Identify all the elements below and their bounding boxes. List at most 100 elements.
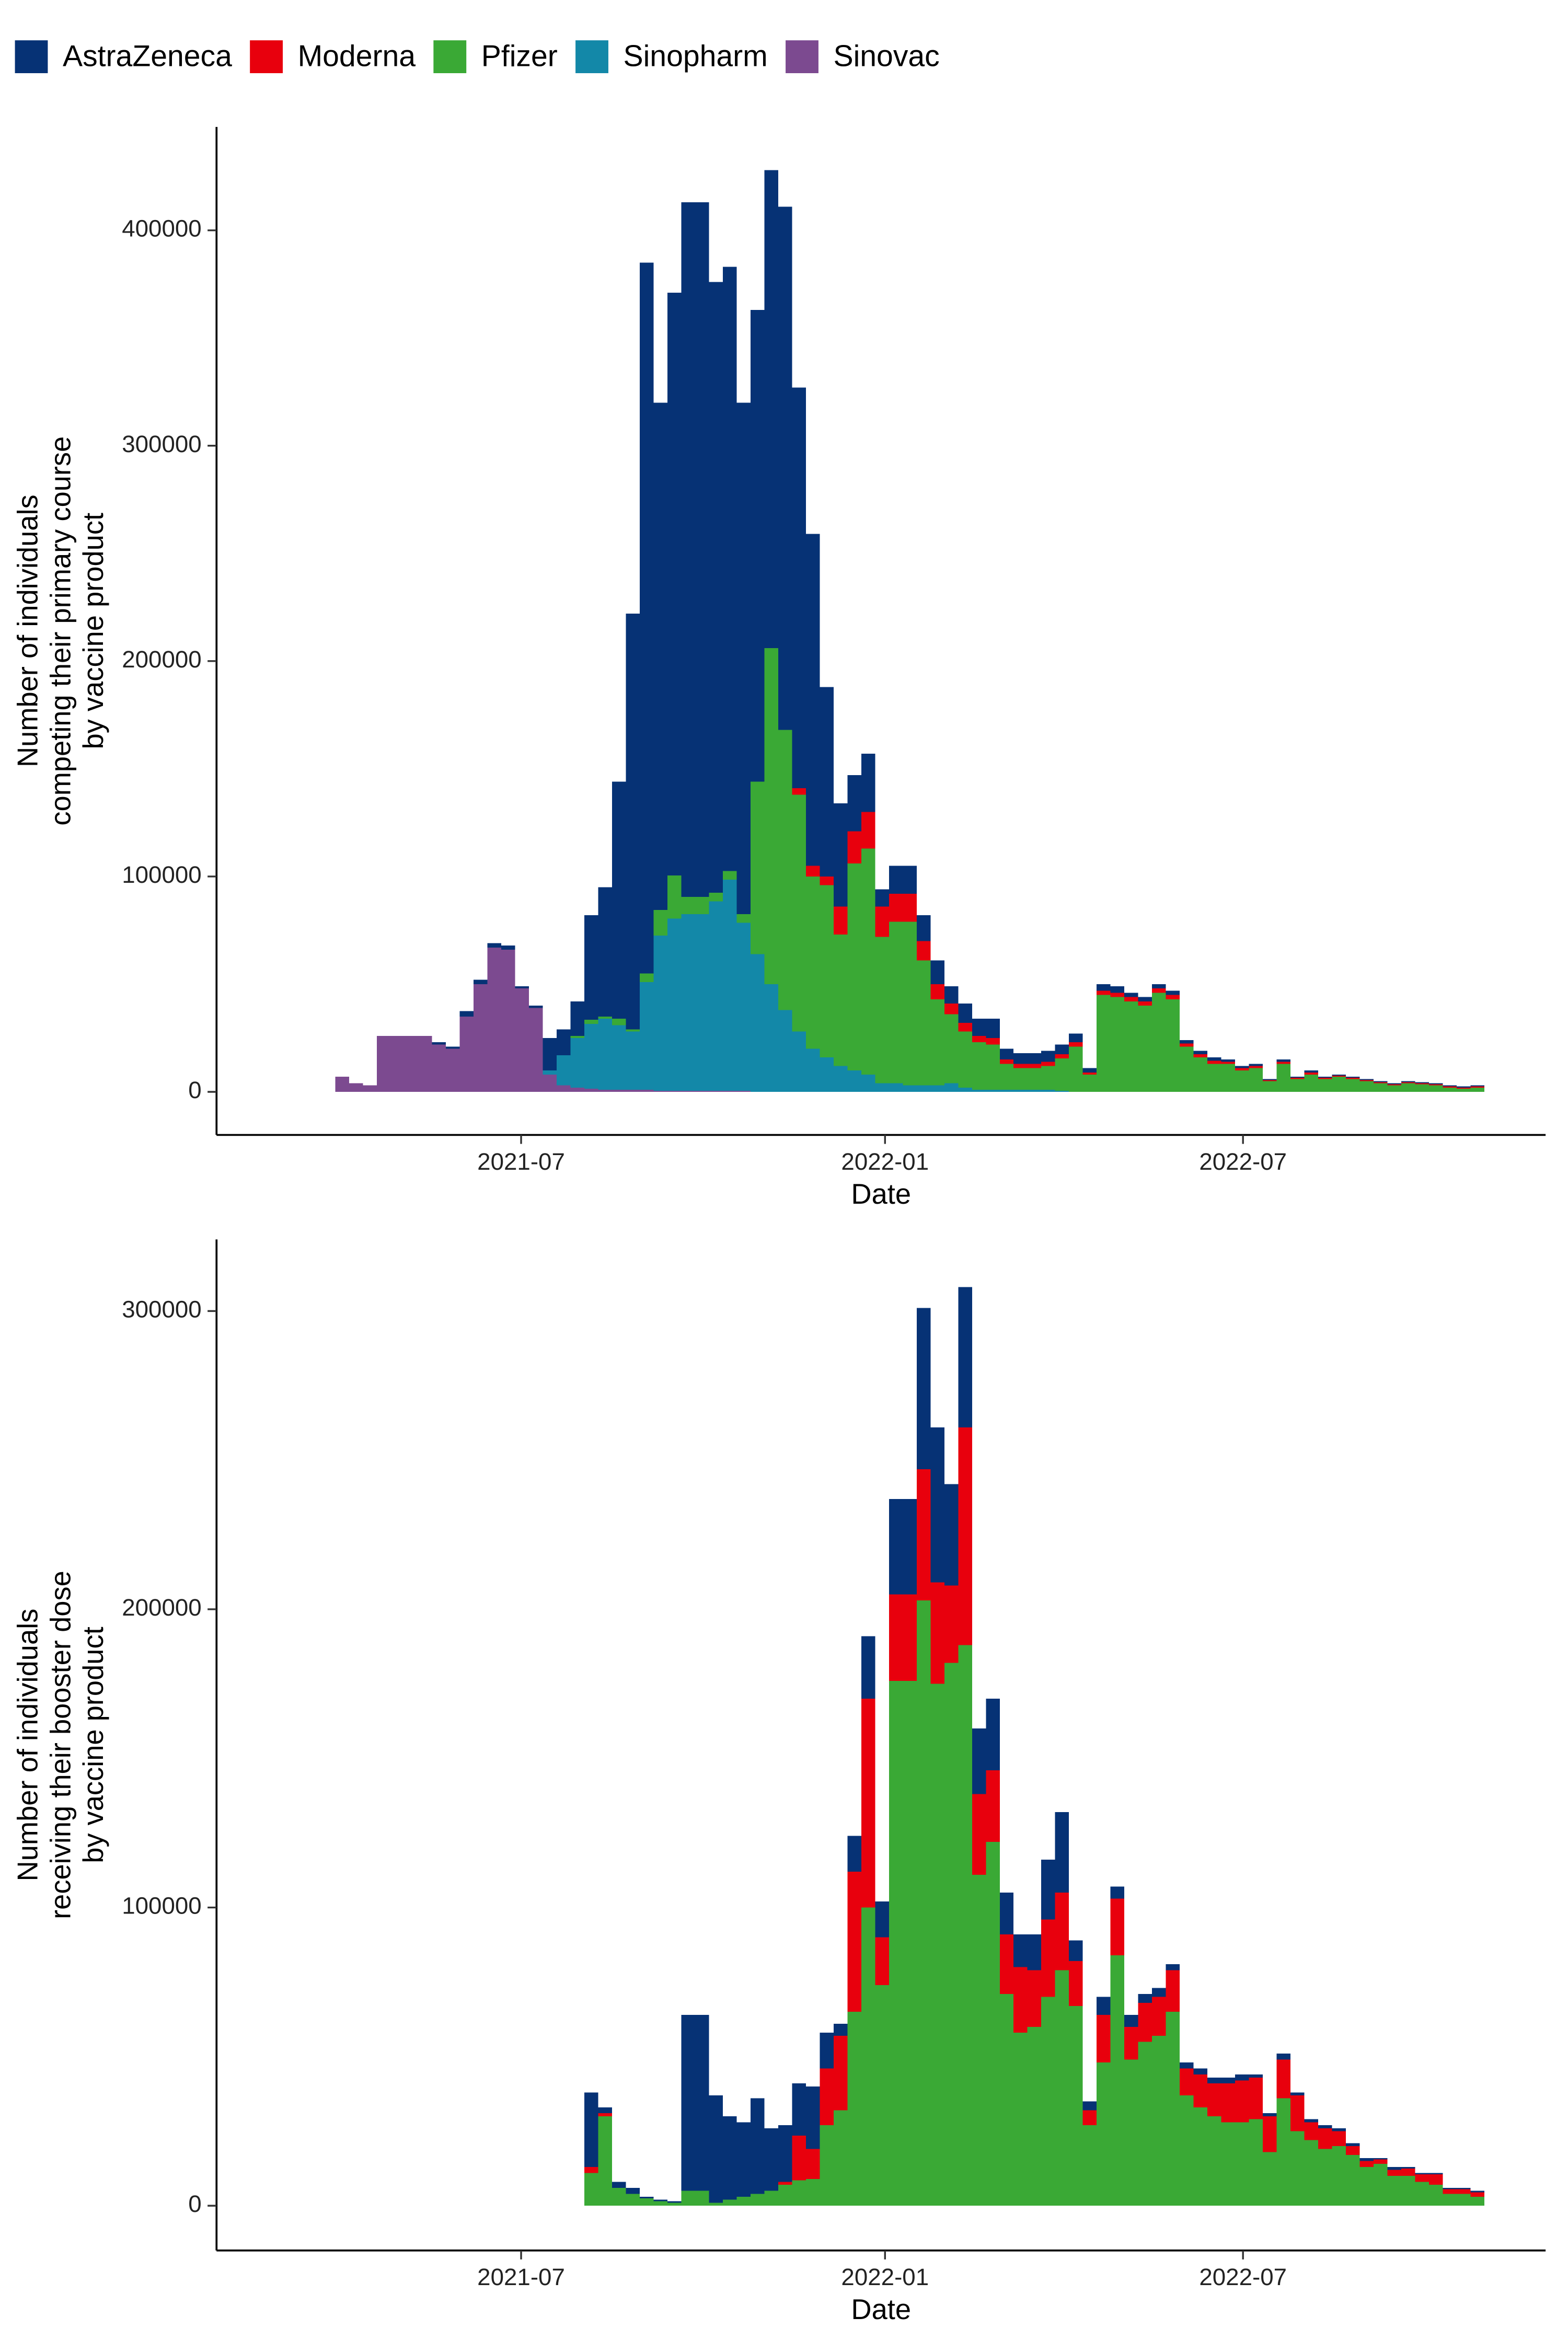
bar-segment [1152, 993, 1166, 1092]
bar-segment [695, 1090, 709, 1092]
bar-segment [833, 2110, 848, 2206]
bar-segment [1428, 1085, 1443, 1092]
bar-segment [1055, 1812, 1069, 1893]
bar-segment [557, 1055, 571, 1086]
bar-segment [1069, 1033, 1083, 1043]
bar-segment [640, 982, 654, 1090]
bar-segment [1332, 2131, 1346, 2147]
bar-segment [1276, 1062, 1291, 1064]
bar-segment [778, 2185, 792, 2206]
bar-segment [1193, 2068, 1208, 2075]
bar-segment [1180, 2062, 1194, 2069]
bar-segment [1290, 1078, 1305, 1079]
bar-segment [930, 960, 944, 984]
bar-segment [1401, 2168, 1415, 2176]
bar-segment [722, 1090, 737, 1092]
bar-segment [861, 1075, 875, 1092]
bar-segment [1124, 993, 1138, 997]
bar-segment [1041, 1066, 1055, 1090]
bar-segment [1221, 1059, 1236, 1062]
legend-label: Pfizer [481, 40, 558, 73]
y-axis-title: competing their primary course [44, 436, 76, 826]
bar-segment [1359, 1079, 1374, 1080]
bar-segment [432, 1044, 446, 1092]
bar-segment [1013, 2033, 1028, 2206]
bar-segment [612, 2187, 626, 2206]
bar-segment [833, 1066, 848, 1092]
bar-segment [972, 1794, 986, 1875]
bar-segment [889, 866, 903, 894]
bar-segment [1124, 997, 1138, 1001]
bar-segment [1345, 1078, 1360, 1079]
bar-segment [916, 1308, 931, 1469]
bar-segment [889, 921, 903, 1083]
bar-segment [667, 918, 682, 1091]
bar-segment [875, 1083, 889, 1092]
bar-segment [709, 892, 723, 902]
bar-segment [722, 2199, 737, 2206]
bar-segment [778, 1010, 792, 1092]
bar-segment [916, 1085, 931, 1092]
bar-segment [667, 293, 682, 875]
bar-segment [1193, 2107, 1208, 2206]
bar-segment [1138, 1994, 1152, 2003]
bar-segment [1041, 1997, 1055, 2206]
bar-segment [1263, 1080, 1277, 1081]
bar-segment [1345, 1077, 1360, 1078]
bar-segment [1373, 2159, 1388, 2164]
bar-segment [930, 984, 944, 999]
bar-segment [1332, 1076, 1346, 1077]
bar-segment [736, 402, 751, 915]
bar-segment [916, 1600, 931, 2206]
x-tick-label: 2022-01 [841, 2264, 929, 2290]
bar-segment [640, 2197, 654, 2198]
bar-segment [1304, 2140, 1318, 2206]
bar-segment [1110, 1886, 1125, 1899]
bar-segment [584, 2092, 598, 2167]
bar-segment [1387, 2170, 1401, 2176]
bar-segment [515, 988, 529, 1092]
bar-segment [1428, 1083, 1443, 1085]
bar-segment [404, 1035, 419, 1092]
bar-segment [1318, 2125, 1332, 2128]
bar-segment [861, 1699, 875, 1908]
bar-segment [1110, 1955, 1125, 2206]
bar-segment [1332, 1077, 1346, 1092]
bar-segment [1359, 1080, 1374, 1081]
bar-segment [709, 1090, 723, 1092]
bar-segment [1401, 1082, 1415, 1083]
bar-segment [667, 875, 682, 919]
bar-segment [1470, 2197, 1484, 2206]
bar-segment [1373, 2158, 1388, 2160]
bar-segment [1415, 1083, 1429, 1085]
bar-segment [778, 2182, 792, 2185]
bar-segment [916, 915, 931, 941]
bar-segment [1443, 2194, 1457, 2206]
bar-segment [1276, 2059, 1291, 2099]
bar-segment [944, 1663, 959, 2206]
bar-segment [1387, 2176, 1401, 2206]
bar-segment [861, 1636, 875, 1699]
bar-segment [474, 979, 488, 984]
bar-segment [820, 2125, 834, 2206]
y-axis-title: Number of individuals [11, 1609, 43, 1882]
bar-segment [1332, 2128, 1346, 2131]
bar-segment [930, 1684, 944, 2206]
bar-segment [1290, 2092, 1305, 2096]
y-tick-label: 200000 [122, 1594, 202, 1621]
bar-segment [626, 614, 640, 1030]
bar-segment [903, 1680, 917, 2206]
bar-segment [1428, 2173, 1443, 2175]
bar-segment [1415, 2174, 1429, 2182]
bar-segment [1428, 1084, 1443, 1086]
bar-segment [1415, 2173, 1429, 2175]
bar-segment [1456, 2189, 1471, 2194]
bar-segment [986, 1770, 1000, 1842]
bar-segment [1097, 990, 1111, 995]
bar-segment [820, 885, 834, 1058]
bar-segment [570, 1035, 585, 1038]
bar-segment [1290, 2095, 1305, 2131]
bar-segment [1082, 2110, 1097, 2126]
bar-segment [640, 2198, 654, 2206]
